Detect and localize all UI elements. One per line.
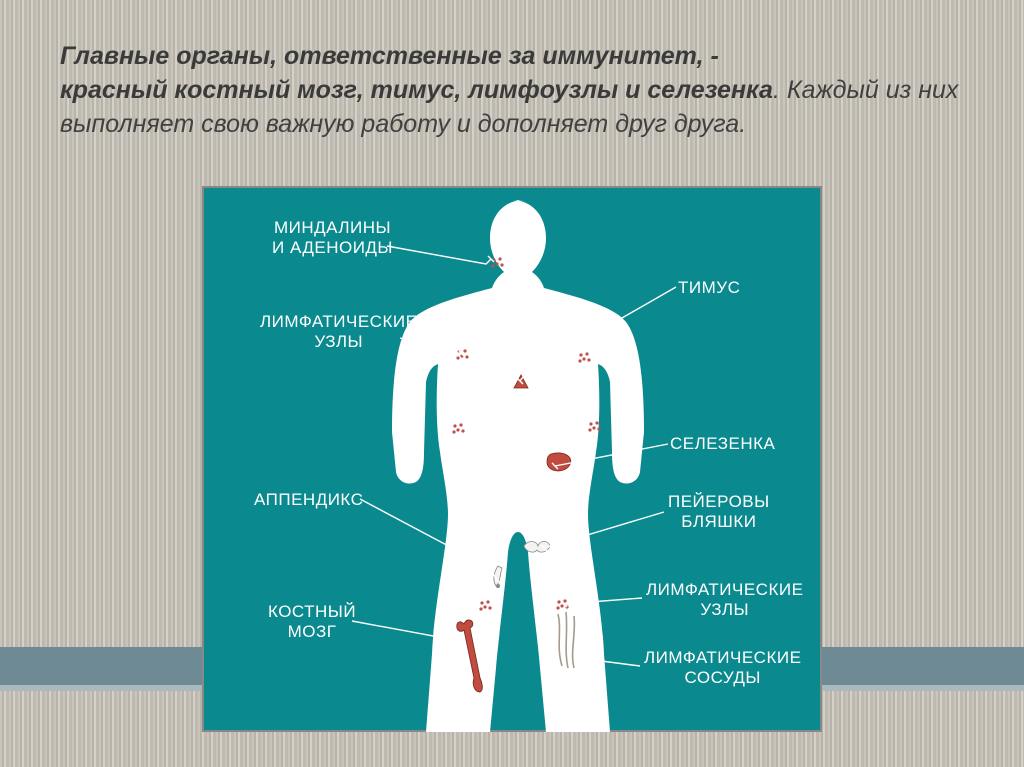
lymph-cluster: [456, 348, 470, 362]
spleen-organ: [545, 452, 573, 472]
label-appendix: АППЕНДИКС: [254, 490, 363, 510]
label-tonsils: МИНДАЛИНЫ И АДЕНОИДЫ: [272, 218, 393, 257]
immune-system-diagram: МИНДАЛИНЫ И АДЕНОИДЫ ЛИМФАТИЧЕСКИЕ УЗЛЫ АП…: [202, 186, 822, 732]
label-peyer: ПЕЙЕРОВЫ БЛЯШКИ: [668, 492, 770, 531]
lymph-cluster: [578, 351, 592, 365]
peyer-organ: [522, 538, 552, 556]
title-text: Главные органы, ответственные за иммунит…: [60, 40, 984, 141]
lymph-vessels-organ: [552, 610, 582, 672]
lymph-cluster: [588, 420, 602, 434]
lymph-cluster: [556, 598, 570, 612]
title-line1: Главные органы, ответственные за иммунит…: [60, 42, 719, 70]
bone-marrow-organ: [454, 618, 484, 696]
label-thymus: ТИМУС: [678, 278, 740, 298]
label-lymphnodes-top: ЛИМФАТИЧЕСКИЕ УЗЛЫ: [260, 312, 417, 351]
lymph-cluster: [452, 422, 466, 436]
lymph-cluster: [479, 599, 493, 613]
label-spleen: СЕЛЕЗЕНКА: [670, 434, 775, 454]
label-bonemarrow: КОСТНЫЙ МОЗГ: [268, 602, 356, 641]
thymus-organ: [512, 374, 530, 392]
title-line2: красный костный мозг, тимус, лимфоузлы и…: [60, 76, 773, 104]
label-lymphnodes-bot: ЛИМФАТИЧЕСКИЕ УЗЛЫ: [646, 580, 803, 619]
label-lymphvessels: ЛИМФАТИЧЕСКИЕ СОСУДЫ: [644, 648, 801, 687]
content-block: Главные органы, ответственные за иммунит…: [60, 40, 984, 141]
appendix-organ: [490, 564, 504, 588]
lymph-cluster: [491, 256, 505, 270]
